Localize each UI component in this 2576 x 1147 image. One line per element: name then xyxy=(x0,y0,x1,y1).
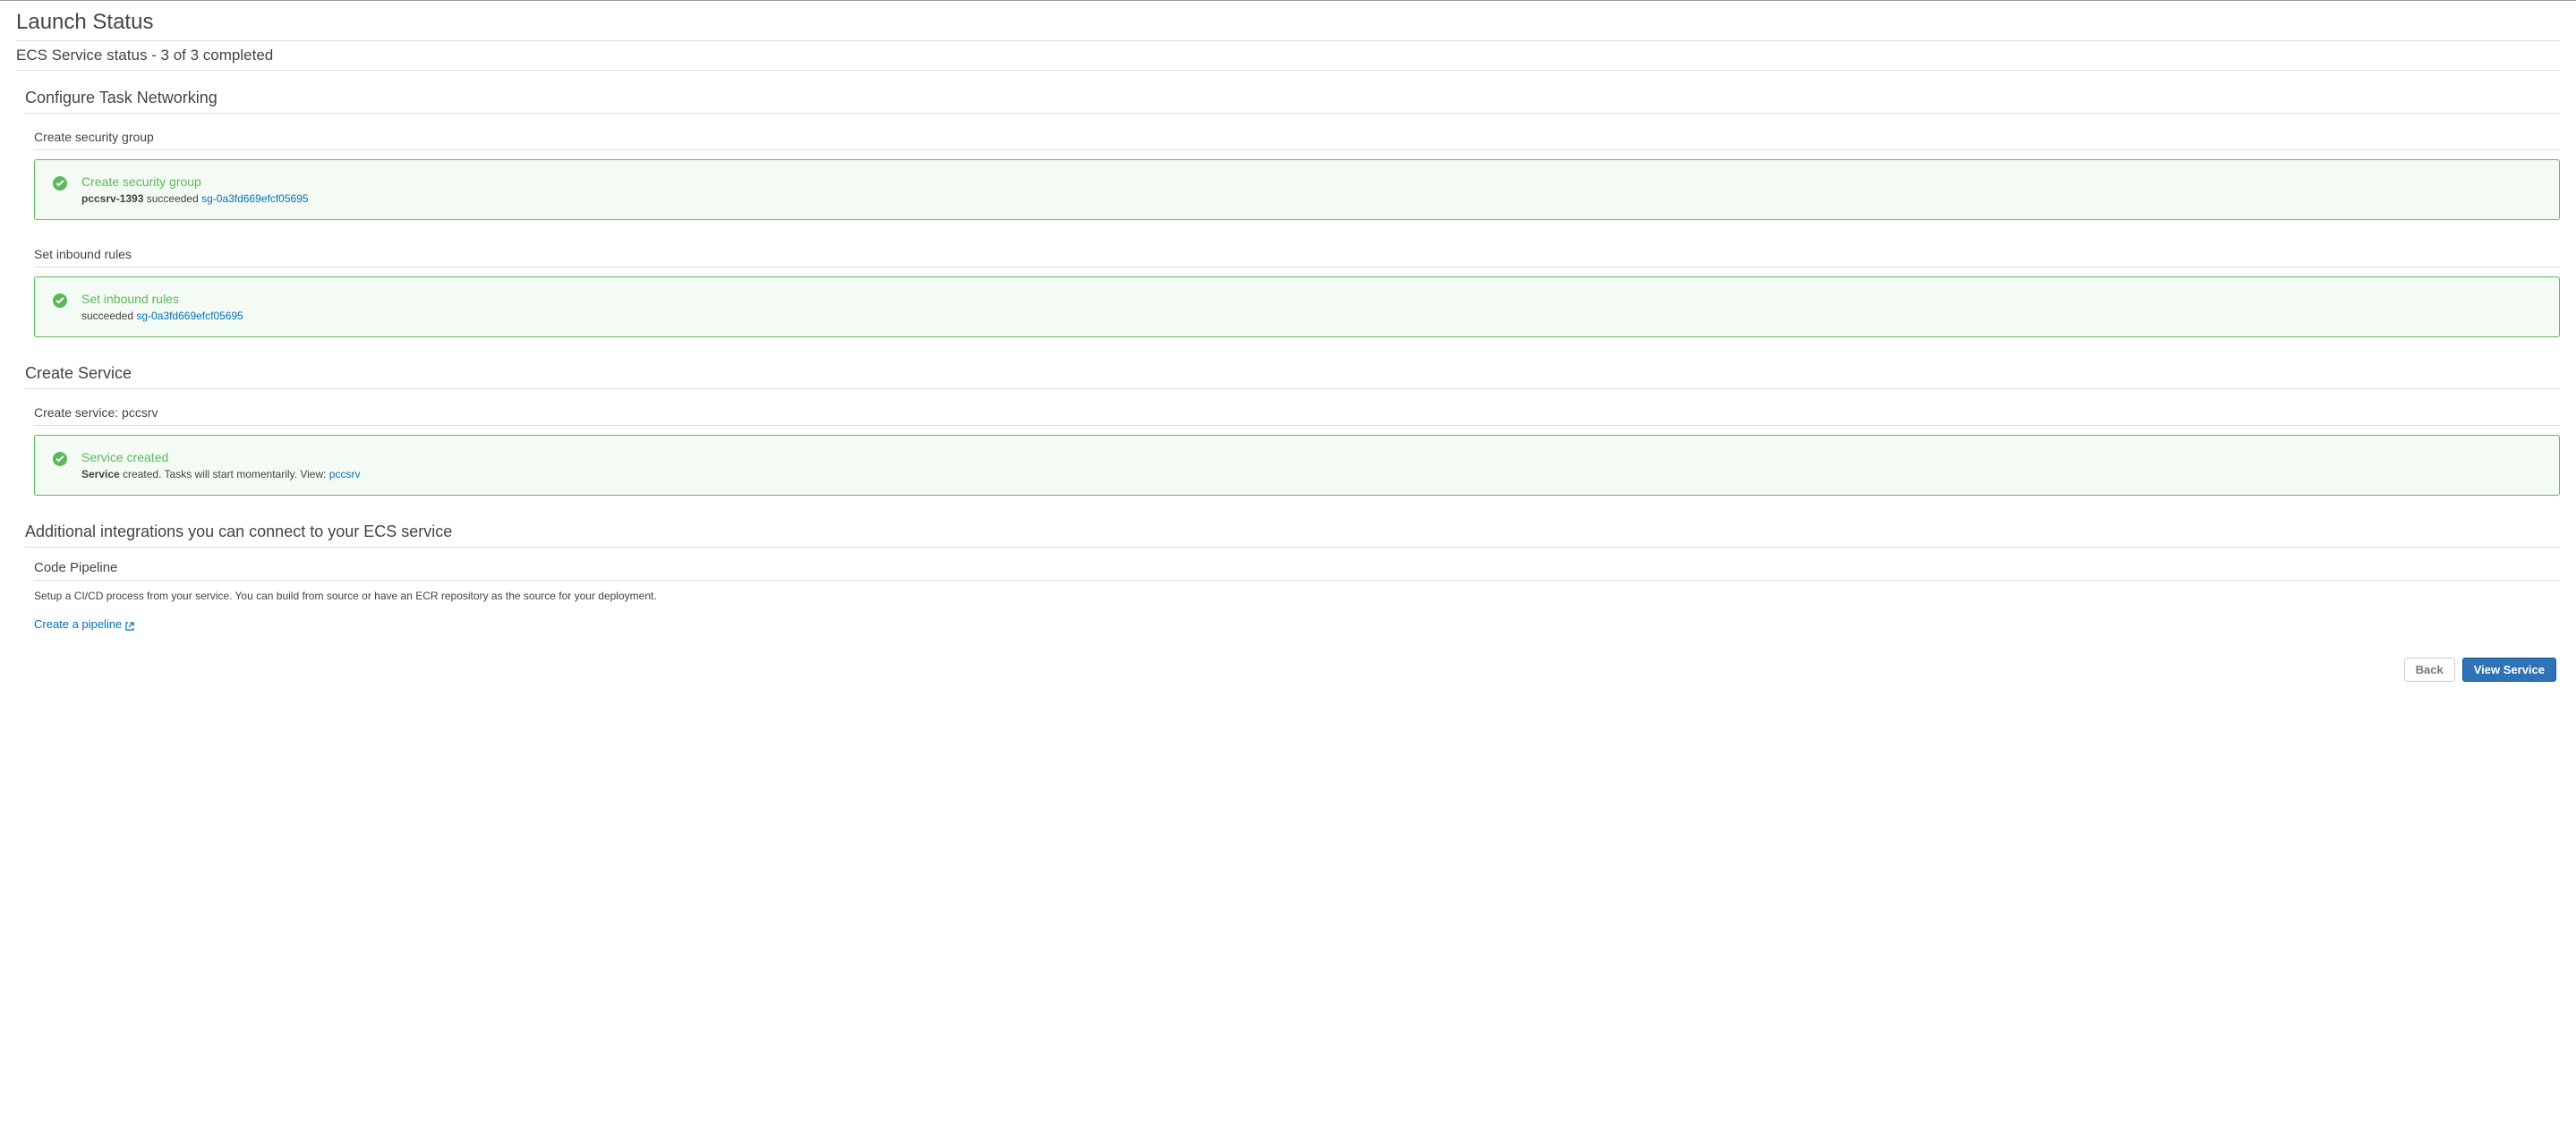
create-pipeline-link[interactable]: Create a pipeline xyxy=(34,617,134,631)
back-button[interactable]: Back xyxy=(2404,658,2455,682)
service-status-text: created. Tasks will start momentarily. V… xyxy=(120,468,329,480)
create-service-section: Create Service Create service: pccsrv Se… xyxy=(25,364,2560,496)
security-group-status-text: succeeded xyxy=(143,192,201,205)
service-created-status-box: Service created Service created. Tasks w… xyxy=(34,435,2560,496)
inbound-rules-heading: Set inbound rules xyxy=(34,247,2560,268)
inbound-rules-status-title: Set inbound rules xyxy=(81,292,2541,306)
service-bold-label: Service xyxy=(81,468,120,480)
view-service-button[interactable]: View Service xyxy=(2462,658,2556,682)
networking-section: Configure Task Networking Create securit… xyxy=(25,89,2560,337)
security-group-status-title: Create security group xyxy=(81,174,2541,189)
service-created-subsection: Create service: pccsrv Service created S… xyxy=(34,405,2560,496)
status-subtitle: ECS Service status - 3 of 3 completed xyxy=(16,47,2560,71)
check-circle-icon xyxy=(53,176,67,191)
inbound-rules-subsection: Set inbound rules Set inbound rules succ… xyxy=(34,247,2560,337)
button-row: Back View Service xyxy=(16,658,2560,682)
check-circle-icon xyxy=(53,452,67,466)
create-pipeline-link-text: Create a pipeline xyxy=(34,617,122,631)
security-group-status-box: Create security group pccsrv-1393 succee… xyxy=(34,159,2560,220)
code-pipeline-title: Code Pipeline xyxy=(34,560,2560,581)
create-service-heading: Create Service xyxy=(25,364,2560,389)
integrations-section: Additional integrations you can connect … xyxy=(25,523,2560,631)
code-pipeline-block: Code Pipeline Setup a CI/CD process from… xyxy=(34,560,2560,631)
inbound-rules-link[interactable]: sg-0a3fd669efcf05695 xyxy=(136,310,243,322)
check-circle-icon xyxy=(53,293,67,308)
security-group-subsection: Create security group Create security gr… xyxy=(34,130,2560,220)
service-created-heading: Create service: pccsrv xyxy=(34,405,2560,426)
inbound-rules-status-box: Set inbound rules succeeded sg-0a3fd669e… xyxy=(34,276,2560,337)
code-pipeline-description: Setup a CI/CD process from your service.… xyxy=(34,590,2560,602)
networking-heading: Configure Task Networking xyxy=(25,89,2560,114)
security-group-resource-name: pccsrv-1393 xyxy=(81,192,143,205)
inbound-rules-status-text: succeeded xyxy=(81,310,136,322)
external-link-icon xyxy=(125,620,134,629)
security-group-heading: Create security group xyxy=(34,130,2560,150)
service-created-status-title: Service created xyxy=(81,450,2541,464)
service-view-link[interactable]: pccsrv xyxy=(329,468,361,480)
page-title: Launch Status xyxy=(16,10,2560,41)
security-group-link[interactable]: sg-0a3fd669efcf05695 xyxy=(201,192,308,205)
integrations-heading: Additional integrations you can connect … xyxy=(25,523,2560,548)
